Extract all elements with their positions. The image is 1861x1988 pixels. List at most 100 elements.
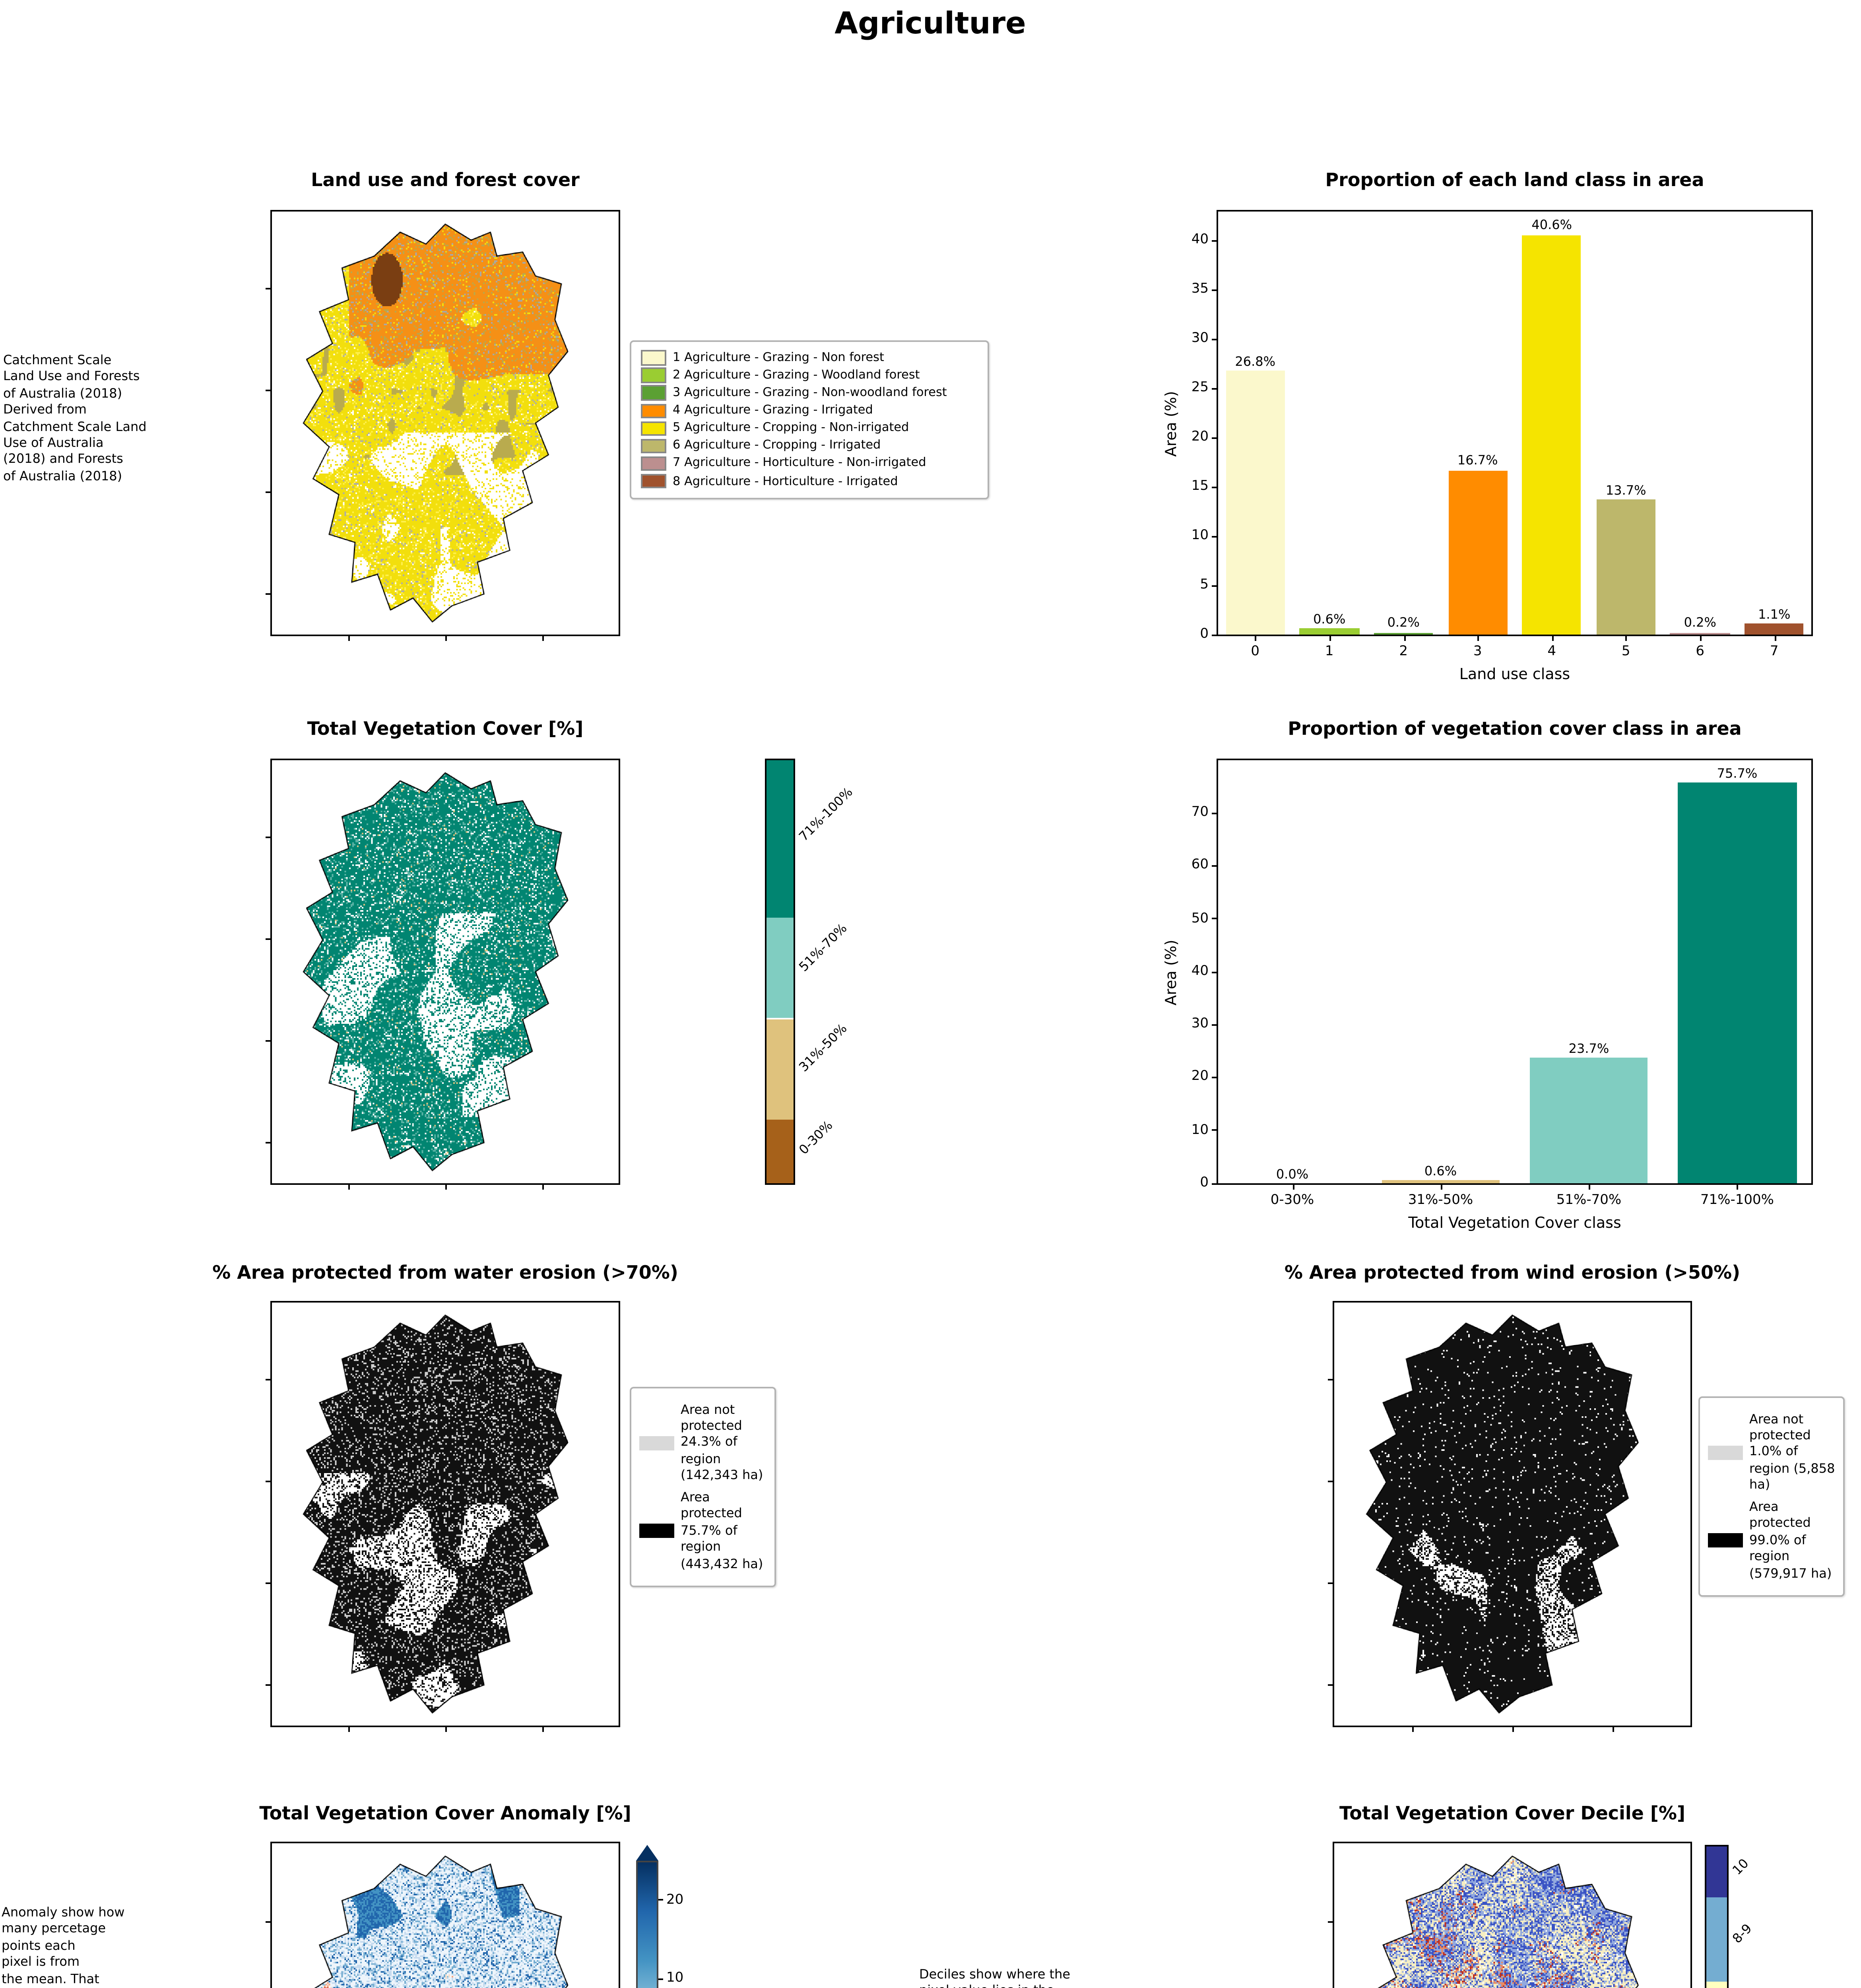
colorbar-tick-label: 51%-70% <box>796 920 850 974</box>
bar-value-label: 26.8% <box>1235 354 1276 369</box>
x-tick <box>1329 635 1331 641</box>
legend-item: Area not protected 1.0% of region (5,858… <box>1708 1411 1835 1494</box>
anomaly-map <box>272 1843 619 1988</box>
y-tick <box>1212 1077 1218 1078</box>
water-erosion-map-frame <box>266 1301 620 1733</box>
legend-swatch <box>639 1436 674 1450</box>
y-tick-label: 50 <box>1191 911 1209 927</box>
bar-value-label: 0.0% <box>1276 1167 1309 1181</box>
y-tick <box>1212 240 1218 242</box>
legend-label: 1 Agriculture - Grazing - Non forest <box>673 350 884 365</box>
legend-label: 5 Agriculture - Cropping - Non-irrigated <box>673 420 909 435</box>
bar <box>1678 783 1797 1183</box>
bar <box>1448 470 1508 635</box>
legend-label: 6 Agriculture - Cropping - Irrigated <box>673 438 881 452</box>
y-tick <box>1212 535 1218 537</box>
x-tick-label: 3 <box>1473 644 1482 660</box>
y-tick <box>1212 388 1218 389</box>
anomaly-colorbar: 20100−10−20 <box>636 1845 683 1988</box>
y-tick-label: 35 <box>1191 282 1209 298</box>
decile-map <box>1334 1843 1690 1988</box>
legend-item: 5 Agriculture - Cropping - Non-irrigated <box>641 421 978 436</box>
x-tick-label: 7 <box>1770 644 1779 660</box>
y-tick-label: 60 <box>1191 858 1209 874</box>
colorbar-tick-label: 8-9 <box>1730 1920 1755 1946</box>
wind-erosion-map-frame <box>1328 1301 1692 1733</box>
colorbar-segment <box>767 917 794 1019</box>
axis-tick <box>1413 1726 1414 1733</box>
axis-tick <box>348 1184 350 1190</box>
y-tick-label: 10 <box>1191 528 1209 544</box>
bar-value-label: 0.2% <box>1387 616 1420 630</box>
legend-label: Area protected 99.0% of region (579,917 … <box>1749 1499 1832 1580</box>
legend-label: 2 Agriculture - Grazing - Woodland fores… <box>673 367 920 382</box>
landuse-legend: 1 Agriculture - Grazing - Non forest 2 Ag… <box>630 340 989 499</box>
axis-tick <box>266 836 272 838</box>
axis-tick <box>543 635 544 642</box>
decile-map-frame <box>1328 1842 1692 1988</box>
bar <box>1745 623 1804 635</box>
decile-side-text: Deciles show where the pixel value lies … <box>919 1967 1071 1988</box>
legend-item: 8 Agriculture - Horticulture - Irrigated <box>641 473 978 489</box>
legend-item: 3 Agriculture - Grazing - Non-woodland f… <box>641 385 978 401</box>
colorbar-tick-label: 10 <box>1730 1856 1752 1878</box>
y-tick-label: 15 <box>1191 479 1209 495</box>
page-title: Agriculture <box>834 6 1026 41</box>
colorbar-tick <box>658 1899 663 1901</box>
legend-label: 8 Agriculture - Horticulture - Irrigated <box>673 473 898 488</box>
bar <box>1300 629 1359 635</box>
colorbar-segment <box>1706 1897 1727 1982</box>
x-tick-label: 5 <box>1621 644 1630 660</box>
legend-label: 3 Agriculture - Grazing - Non-woodland f… <box>673 385 947 400</box>
legend-item: Area not protected 24.3% of region (142,… <box>639 1402 767 1485</box>
colorbar-tick-label: 71%-100% <box>796 785 856 845</box>
vegclass-chart-ylabel: Area (%) <box>1163 940 1181 1006</box>
colorbar-tick-label: 0-30% <box>796 1119 836 1158</box>
axis-tick <box>1613 1726 1614 1733</box>
x-tick <box>1626 635 1627 641</box>
y-tick-label: 20 <box>1191 429 1209 446</box>
x-tick <box>1589 1183 1590 1190</box>
bar <box>1381 1180 1500 1183</box>
y-tick-label: 40 <box>1191 233 1209 249</box>
y-tick <box>1212 584 1218 586</box>
legend-label: Area not protected 24.3% of region (142,… <box>681 1402 763 1483</box>
x-tick-label: 6 <box>1696 644 1705 660</box>
legend-swatch <box>641 350 666 366</box>
vegcover-map <box>272 760 619 1183</box>
legend-label: 4 Agriculture - Grazing - Irrigated <box>673 403 873 417</box>
y-tick <box>1212 634 1218 635</box>
landclass-chart-title: Proportion of each land class in area <box>1325 169 1704 191</box>
axis-tick <box>445 1184 447 1190</box>
colorbar-gradient <box>636 1861 658 1988</box>
water-erosion-title: % Area protected from water erosion (>70… <box>212 1261 678 1283</box>
y-tick-label: 70 <box>1191 805 1209 821</box>
vegclass-chart-xlabel: Total Vegetation Cover class <box>1408 1215 1621 1233</box>
y-tick <box>1212 437 1218 439</box>
bar-value-label: 40.6% <box>1531 218 1572 233</box>
y-tick-label: 30 <box>1191 1016 1209 1033</box>
y-tick-label: 30 <box>1191 331 1209 347</box>
x-tick <box>1477 635 1479 641</box>
axis-tick <box>266 287 272 289</box>
y-tick <box>1212 971 1218 973</box>
axis-tick <box>445 635 447 642</box>
y-tick <box>1212 1130 1218 1131</box>
legend-label: Area not protected 1.0% of region (5,858… <box>1749 1411 1835 1492</box>
bar-value-label: 16.7% <box>1457 453 1498 468</box>
vegclass-chart-title: Proportion of vegetation cover class in … <box>1288 717 1742 740</box>
legend-item: 4 Agriculture - Grazing - Irrigated <box>641 403 978 418</box>
decile-map-title: Total Vegetation Cover Decile [%] <box>1339 1802 1685 1824</box>
legend-item: 7 Agriculture - Horticulture - Non-irrig… <box>641 456 978 471</box>
y-tick <box>1212 918 1218 920</box>
bar <box>1529 1058 1648 1183</box>
x-tick-label: 51%-70% <box>1556 1193 1622 1209</box>
legend-swatch <box>1708 1445 1743 1460</box>
y-tick-label: 20 <box>1191 1069 1209 1085</box>
colorbar-tick-label: 31%-50% <box>796 1022 850 1076</box>
axis-tick <box>1328 1684 1334 1685</box>
landuse-map <box>272 212 619 635</box>
axis-tick <box>266 1378 272 1380</box>
axis-tick <box>1328 1480 1334 1482</box>
x-tick <box>1255 635 1257 641</box>
